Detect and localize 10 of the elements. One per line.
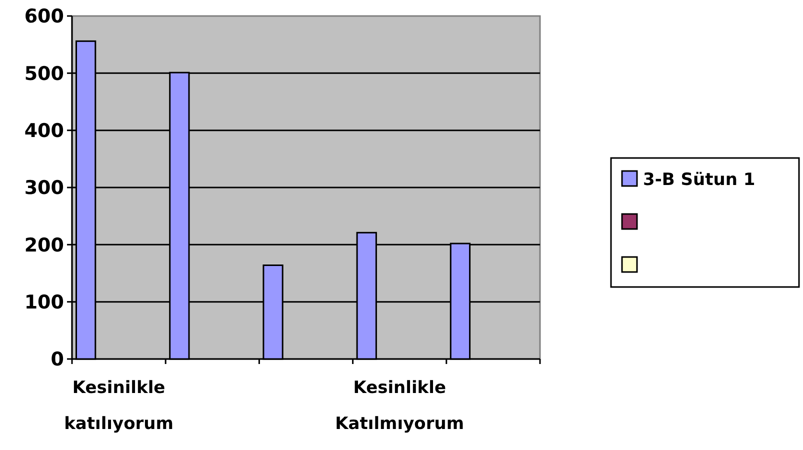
y-tick-label: 400 <box>24 120 64 142</box>
legend-label: 3-B Sütun 1 <box>643 170 756 190</box>
y-tick-label: 100 <box>24 291 64 314</box>
y-tick-label: 300 <box>24 177 64 200</box>
x-tick-label: Kesinlikle Katılmıyorum <box>335 378 464 434</box>
y-tick-label: 500 <box>24 62 64 85</box>
y-tick-label: 200 <box>24 234 64 256</box>
x-tick-label: Kesinilkle katılıyorum <box>64 378 174 434</box>
y-tick-label: 0 <box>50 348 64 371</box>
y-tick-label: 600 <box>24 6 64 28</box>
